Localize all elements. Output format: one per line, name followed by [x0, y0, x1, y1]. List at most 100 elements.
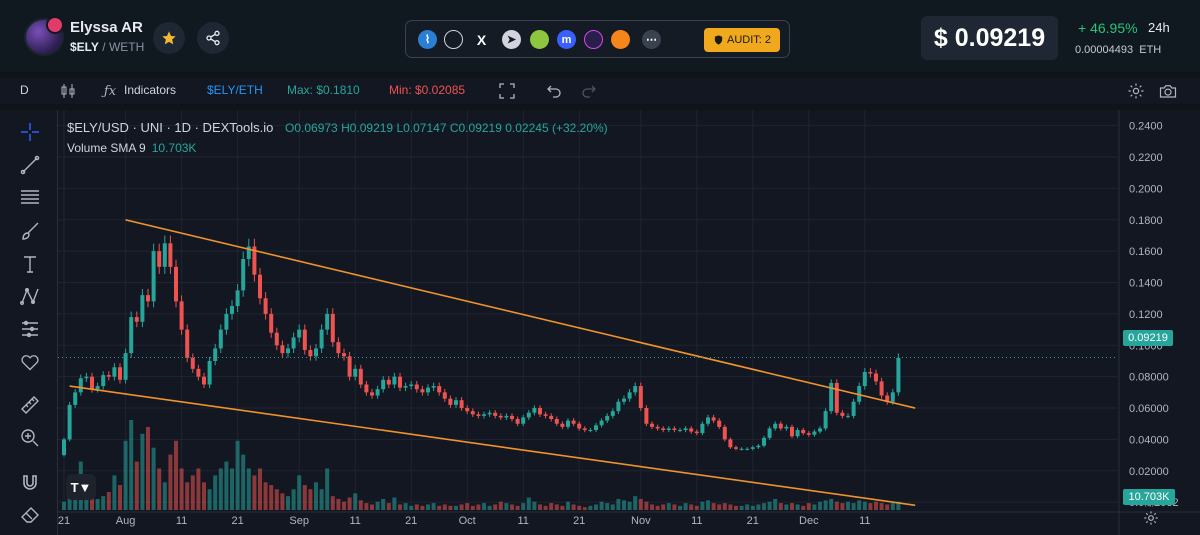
- candle-body: [711, 417, 716, 421]
- volume-bar: [465, 503, 470, 510]
- social-links-bar: ⌇ X ➤ m ⋯ AUDIT: 2: [405, 20, 790, 58]
- x-tick-label: Oct: [459, 515, 476, 527]
- volume-bar: [106, 492, 111, 510]
- volume-bar: [459, 504, 464, 510]
- measure-tool-icon[interactable]: [19, 318, 41, 340]
- settings-gear-icon[interactable]: [1126, 81, 1146, 101]
- candle-body: [806, 433, 811, 435]
- tradingview-logo[interactable]: T▼: [66, 474, 96, 500]
- horizontal-lines-icon[interactable]: [19, 186, 41, 208]
- volume-value-tag: 10.703K: [1123, 489, 1175, 505]
- zoom-in-icon[interactable]: [19, 427, 41, 449]
- axis-settings-icon[interactable]: [1143, 510, 1159, 531]
- candle-body: [879, 381, 884, 396]
- volume-bar: [448, 505, 453, 510]
- price-chart[interactable]: 0.2400 0.2200 0.2000 0.1800 0.1600 0.1400 0.12…: [58, 110, 1200, 535]
- volume-bar: [241, 454, 246, 510]
- camera-icon[interactable]: [1158, 81, 1178, 101]
- x-tick-label: 21: [747, 515, 759, 527]
- candle-body: [823, 411, 828, 429]
- candle-body: [274, 332, 279, 346]
- magnet-icon[interactable]: [19, 471, 41, 493]
- volume-bar: [829, 498, 834, 510]
- interval-button[interactable]: D: [20, 83, 29, 97]
- volume-bar: [633, 496, 638, 510]
- x-tick-label: 21: [58, 515, 70, 527]
- legend-change: 0.02245 (+32.20%): [505, 121, 608, 135]
- chart-legend: $ELY/USD · UNI · 1D · DEXTools.io O0.069…: [67, 120, 608, 135]
- coingecko-icon[interactable]: [530, 30, 549, 49]
- undo-icon[interactable]: [544, 81, 564, 101]
- candle-body: [801, 430, 806, 434]
- redo-icon[interactable]: [579, 81, 599, 101]
- share-button[interactable]: [197, 22, 229, 54]
- x-tick-label: 11: [517, 515, 528, 527]
- candle-body: [756, 445, 761, 448]
- legend-ohlc: O0.06973 H0.09219 L0.07147 C0.09219 0.02…: [285, 121, 608, 135]
- candle-body: [196, 368, 201, 377]
- function-icon[interactable]: ƒx: [103, 83, 117, 99]
- pair-button[interactable]: $ELY/ETH: [207, 83, 263, 97]
- text-tool-icon[interactable]: [19, 253, 41, 275]
- candle-body: [717, 420, 722, 427]
- legend-high: H0.09219: [341, 121, 394, 135]
- crosshair-icon[interactable]: [19, 121, 41, 143]
- volume-bar: [358, 500, 363, 510]
- chart-icon[interactable]: ⌇: [418, 30, 437, 49]
- globe-icon[interactable]: [444, 30, 463, 49]
- more-icon[interactable]: ⋯: [642, 30, 661, 49]
- volume-bar: [498, 501, 503, 510]
- volume-bar: [739, 505, 744, 510]
- min-price: Min: $0.02085: [389, 83, 466, 97]
- x-tick-label: 11: [349, 515, 360, 527]
- candle-body: [420, 389, 425, 393]
- volume-bar: [157, 468, 162, 510]
- candle-body: [442, 392, 447, 399]
- candle-body: [146, 295, 150, 302]
- candle-body: [655, 426, 660, 429]
- volume-bar: [308, 489, 313, 510]
- volume-bar: [95, 498, 100, 510]
- candle-body: [784, 426, 789, 429]
- metamask-icon[interactable]: [611, 30, 630, 49]
- candle-body: [78, 378, 83, 393]
- telegram-icon[interactable]: ➤: [502, 30, 521, 49]
- dextools-icon[interactable]: [584, 30, 603, 49]
- indicators-button[interactable]: Indicators: [124, 83, 177, 97]
- candle-body: [286, 348, 290, 354]
- candle-type-icon[interactable]: [58, 81, 78, 101]
- ruler-icon[interactable]: [19, 394, 41, 416]
- coinmarketcap-icon[interactable]: m: [557, 30, 576, 49]
- volume-bar: [543, 505, 548, 510]
- price-change-24h: + 46.95%: [1078, 20, 1138, 36]
- heart-icon[interactable]: [19, 351, 41, 373]
- volume-bar: [252, 475, 257, 510]
- fullscreen-icon[interactable]: [497, 81, 517, 101]
- volume-bar: [610, 504, 615, 510]
- candle-body: [476, 414, 481, 416]
- volume-bar: [314, 482, 318, 510]
- trendline-tool-icon[interactable]: [19, 154, 41, 176]
- candle-body: [868, 371, 873, 374]
- volume-bar: [134, 461, 139, 510]
- favorite-button[interactable]: [153, 22, 185, 54]
- eraser-icon[interactable]: [19, 504, 41, 526]
- brush-icon[interactable]: [19, 220, 41, 242]
- candle-body: [571, 420, 576, 424]
- pair-separator: /: [98, 40, 109, 54]
- volume-bar: [851, 503, 856, 510]
- volume-bar: [722, 503, 727, 510]
- x-icon[interactable]: X: [476, 31, 487, 48]
- audit-button[interactable]: AUDIT: 2: [704, 28, 780, 52]
- volume-bar: [330, 496, 335, 510]
- volume-bar: [218, 468, 223, 510]
- volume-bar: [123, 440, 128, 510]
- volume-bar: [302, 485, 307, 510]
- volume-bar: [840, 503, 845, 510]
- y-tick-label: 0.1200: [1129, 309, 1163, 321]
- volume-bar: [538, 504, 542, 510]
- volume-bar: [336, 498, 341, 510]
- pattern-tool-icon[interactable]: [19, 285, 41, 307]
- candle-body: [650, 423, 654, 427]
- chain-badge-icon: [46, 16, 64, 34]
